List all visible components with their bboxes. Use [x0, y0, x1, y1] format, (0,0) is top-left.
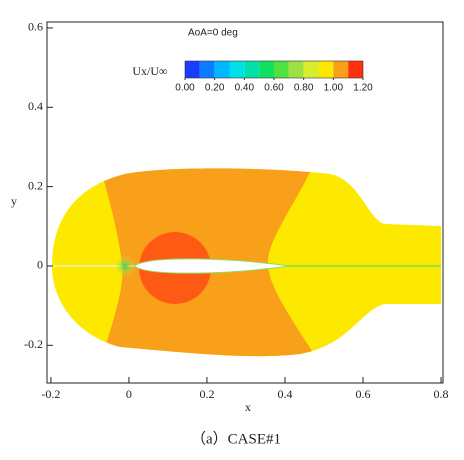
y-tick-label: 0	[37, 258, 43, 272]
x-tick-label: 0	[126, 387, 132, 401]
y-tick-label: 0.4	[28, 99, 43, 113]
colorbar-block	[274, 61, 289, 78]
x-tick-label: 0.6	[356, 387, 371, 401]
colorbar-block	[333, 61, 349, 78]
colorbar-tick-label: 0.20	[205, 83, 225, 94]
x-tick-label: 0.8	[434, 387, 449, 401]
x-tick-label: 0.2	[199, 387, 214, 401]
colorbar-tick-label: 0.60	[264, 83, 284, 94]
y-axis-label: y	[11, 194, 17, 208]
chart-title: AoA=0 deg	[188, 28, 238, 39]
colorbar-tick-label: 0.40	[235, 83, 255, 94]
colorbar-block	[244, 61, 260, 78]
colorbar-block	[288, 61, 304, 78]
colorbar-block	[318, 61, 334, 78]
x-tick-label: 0.4	[277, 387, 292, 401]
colorbar-tick-label: 0.80	[294, 83, 314, 94]
colorbar-tick-label: 1.20	[353, 83, 373, 94]
colorbar-block	[199, 61, 215, 78]
x-tick-label: -0.2	[41, 387, 60, 401]
colorbar-tick-label: 1.00	[324, 83, 344, 94]
caption: （a）CASE#1	[191, 430, 281, 447]
colorbar-block	[303, 61, 319, 78]
y-tick-label: -0.2	[24, 337, 43, 351]
colorbar-block	[229, 61, 245, 78]
x-axis-label: x	[245, 400, 251, 414]
colorbar-block	[214, 61, 230, 78]
colorbar-block	[259, 61, 274, 78]
leading-edge	[114, 255, 136, 277]
colorbar-tick-label: 0.00	[175, 83, 195, 94]
y-tick-label: 0.2	[28, 178, 43, 192]
colorbar-label: Ux/U∞	[132, 64, 167, 78]
colorbar-block	[348, 61, 363, 78]
y-tick-label: 0.6	[28, 20, 43, 34]
airfoil	[133, 258, 291, 274]
colorbar-block	[185, 61, 200, 78]
